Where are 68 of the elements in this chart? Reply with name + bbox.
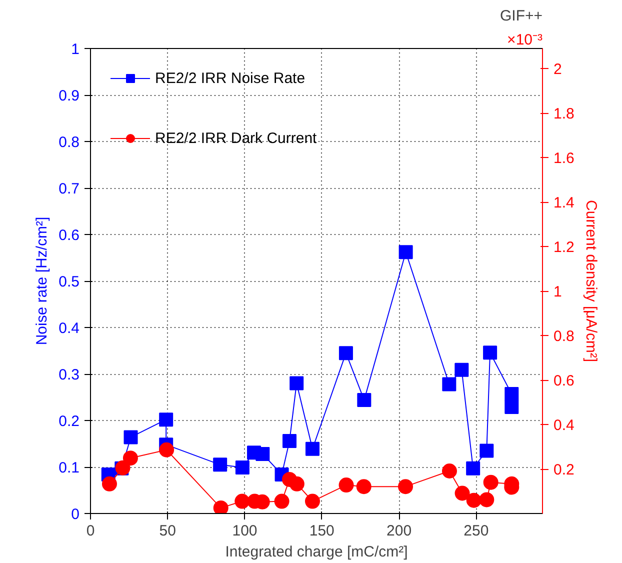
y-tick-label: 0.1: [58, 460, 80, 476]
point: [454, 362, 469, 377]
point: [124, 430, 138, 444]
point: [356, 479, 372, 494]
y-tick-label: 0.2: [58, 413, 80, 430]
y-tick-label: 0.4: [58, 320, 80, 337]
text: ×10⁻³: [507, 32, 543, 48]
point: [289, 476, 304, 492]
point: [256, 446, 270, 461]
point: [357, 393, 372, 408]
point: [213, 500, 228, 514]
y-tick-label: 0.6: [58, 227, 80, 244]
y-tick-label: 0.5: [58, 274, 80, 290]
y-tick-label: 1: [71, 41, 80, 58]
y2-tick-label: 1.8: [554, 106, 574, 123]
y2-tick-label: 2: [554, 61, 562, 78]
point: [398, 479, 414, 494]
point: [274, 494, 290, 509]
point: [483, 346, 498, 360]
legend-label: RE2/2 IRR Dark Current: [155, 130, 317, 146]
y2-tick-label: 1.6: [554, 150, 574, 168]
point: [290, 376, 304, 390]
x-tick-label: 250: [464, 522, 489, 540]
point: [480, 444, 494, 458]
x-tick-label: 150: [309, 522, 334, 540]
point: [454, 486, 470, 501]
y2-tick-label: 1.4: [554, 194, 574, 212]
chart-title: GIF++: [500, 8, 543, 24]
point: [466, 461, 480, 476]
y-axis-title: Noise rate [Hz/cm²]: [34, 216, 51, 346]
point: [479, 492, 494, 508]
point: [213, 458, 228, 472]
point: [483, 474, 498, 490]
x-tick-label: 100: [232, 522, 258, 540]
y-tick-label: 0.3: [58, 366, 80, 384]
point: [234, 494, 250, 509]
y-tick-label: 0.9: [58, 88, 80, 104]
y2-tick-label: 0.8: [554, 328, 574, 346]
y2-tick-label: 0.2: [554, 462, 574, 478]
point: [504, 386, 519, 401]
point: [282, 434, 297, 448]
point: [442, 377, 456, 392]
point: [504, 400, 519, 414]
y2-tick-label: 1.2: [554, 239, 574, 256]
point: [338, 346, 353, 360]
y-tick-label: 0.7: [58, 180, 80, 198]
x-axis-title: Integrated charge [mC/cm²]: [225, 544, 408, 560]
point: [305, 442, 320, 456]
point: [102, 476, 117, 492]
point: [122, 450, 138, 466]
y-tick-label: 0: [71, 506, 80, 523]
x-tick-label: 50: [159, 522, 176, 540]
x-tick-label: 200: [386, 522, 412, 540]
point: [466, 492, 482, 508]
point: [398, 245, 413, 260]
y2-tick-label: 0.4: [554, 417, 574, 434]
y2-axis-title: Current density [μA/cm²]: [582, 200, 600, 362]
y-tick-label: 0.8: [58, 134, 80, 151]
point: [235, 460, 250, 474]
y2-tick-label: 0.6: [554, 372, 574, 390]
y2-tick-label: 1: [554, 284, 562, 301]
legend-label: RE2/2 IRR Noise Rate: [155, 70, 306, 86]
point: [442, 464, 457, 478]
point: [304, 494, 320, 509]
point: [159, 412, 174, 427]
point: [338, 478, 354, 493]
point: [159, 442, 174, 458]
x-tick-label: 0: [86, 522, 95, 540]
